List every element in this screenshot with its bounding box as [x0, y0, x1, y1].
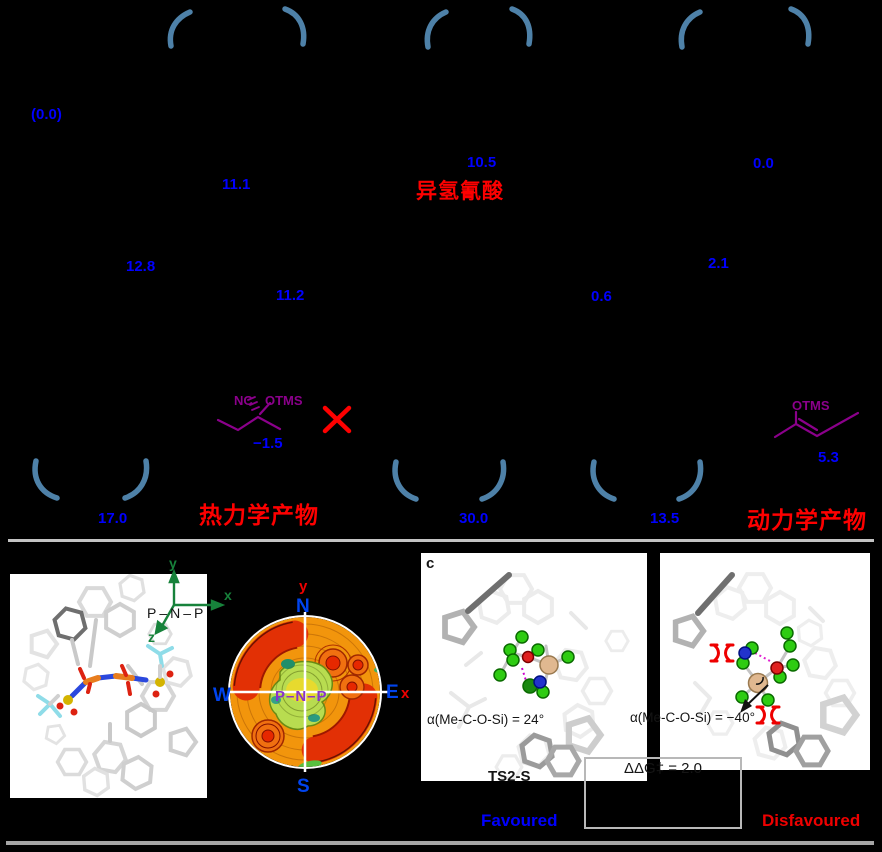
silyl-label: OTMS	[792, 398, 830, 413]
axis-y-label: y	[169, 555, 177, 571]
favoured-label: Favoured	[481, 811, 558, 830]
energy-value: 0.0	[753, 155, 774, 172]
cycle-arc	[590, 459, 617, 502]
disfavoured-label: Disfavoured	[762, 811, 861, 830]
oxygen-atom	[770, 661, 784, 675]
double-bond	[797, 417, 819, 432]
axes-xyz: y x z	[148, 555, 232, 645]
energy-value: 13.5	[650, 510, 680, 527]
steric-map: y N W E x S P–N–P	[213, 578, 410, 797]
section-divider	[8, 539, 874, 542]
axis-z-label: z	[148, 629, 155, 645]
energy-value: 2.1	[708, 255, 729, 272]
rotation-arrow	[745, 684, 769, 707]
cycle-arc	[32, 458, 60, 501]
dihedral-marker	[755, 676, 764, 685]
thermo-product-structure: NC OTMS	[216, 393, 303, 432]
hashed-wedge	[247, 396, 260, 411]
cycle-arc	[122, 458, 150, 501]
ts-disfavoured-angle: α(Me-C-O-Si) = −40°	[630, 710, 755, 725]
map-axis-x-label: x	[401, 685, 410, 702]
map-axis-y-label: y	[299, 578, 308, 595]
cycle-arc	[479, 459, 507, 502]
cycle-arc	[424, 9, 449, 50]
ddg-box: ΔΔG‡ = 2.0	[584, 757, 742, 829]
silyl-label: OTMS	[265, 393, 303, 408]
cycle-arc	[167, 9, 193, 49]
cycle-arc	[676, 459, 704, 502]
nitrogen-atom	[738, 646, 752, 660]
energy-value: 0.6	[591, 288, 612, 305]
skeletal-bond	[773, 411, 860, 439]
ts-name: TS2-S	[488, 768, 531, 785]
nitrile-label: NC	[234, 393, 253, 408]
energy-value: 30.0	[459, 510, 489, 527]
steric-clash-icon	[709, 643, 735, 663]
bottom-divider	[6, 841, 874, 845]
energy-value: −1.5	[253, 435, 283, 452]
map-east-label: E	[386, 682, 399, 703]
catalytic-cycle-arcs	[32, 6, 812, 502]
energy-value: 11.2	[276, 287, 305, 304]
label-thermodynamic-product: 热力学产物	[199, 502, 319, 528]
energy-value: 5.3	[818, 449, 839, 466]
map-north-label: N	[296, 596, 310, 617]
energy-value: 17.0	[98, 510, 128, 527]
energy-value: (0.0)	[31, 106, 62, 123]
silicon-atom	[747, 672, 769, 694]
cycle-arc	[678, 9, 703, 50]
energy-value: 12.8	[126, 258, 156, 275]
kinetic-product-structure: OTMS	[773, 398, 860, 439]
energy-value: 10.5	[467, 154, 497, 171]
ts-favoured-panel	[421, 553, 647, 781]
ddg-value: ΔΔG‡ = 2.0	[624, 760, 702, 777]
skeletal-bond	[258, 401, 272, 416]
nitrogen-atom	[533, 675, 547, 689]
panel-tag: c	[426, 555, 435, 572]
cycle-arc	[392, 459, 419, 502]
rotation-arrowhead	[740, 699, 752, 713]
forming-bond	[754, 652, 771, 662]
map-pnp-label: P–N–P	[275, 688, 328, 705]
silicon-atom	[539, 655, 559, 675]
ts-favoured-sketch	[421, 572, 630, 780]
skeletal-bond	[216, 415, 282, 432]
catalyst-3d-panel	[10, 574, 207, 798]
axis-x-label: x	[224, 587, 232, 603]
red-cross-icon	[322, 405, 352, 434]
ts-disfavoured-panel	[660, 553, 870, 770]
pnp-backbone-label: P–N–P	[147, 605, 207, 621]
label-kinetic-product: 动力学产物	[747, 507, 867, 533]
ts-disfavoured-sketch	[660, 572, 870, 770]
label-isohydrocyanic-acid: 异氢氰酸	[416, 180, 504, 203]
cycle-arc	[282, 6, 307, 47]
ts-favoured-angle: α(Me-C-O-Si) = 24°	[427, 712, 545, 727]
oxygen-atom	[521, 650, 535, 664]
energy-value: 11.1	[222, 176, 251, 193]
steric-clash-icon	[755, 705, 781, 725]
map-west-label: W	[213, 685, 231, 706]
catalyst-3d-sketch	[17, 574, 198, 798]
cycle-arc	[788, 6, 812, 47]
cycle-arc	[509, 6, 533, 47]
map-south-label: S	[297, 776, 310, 797]
